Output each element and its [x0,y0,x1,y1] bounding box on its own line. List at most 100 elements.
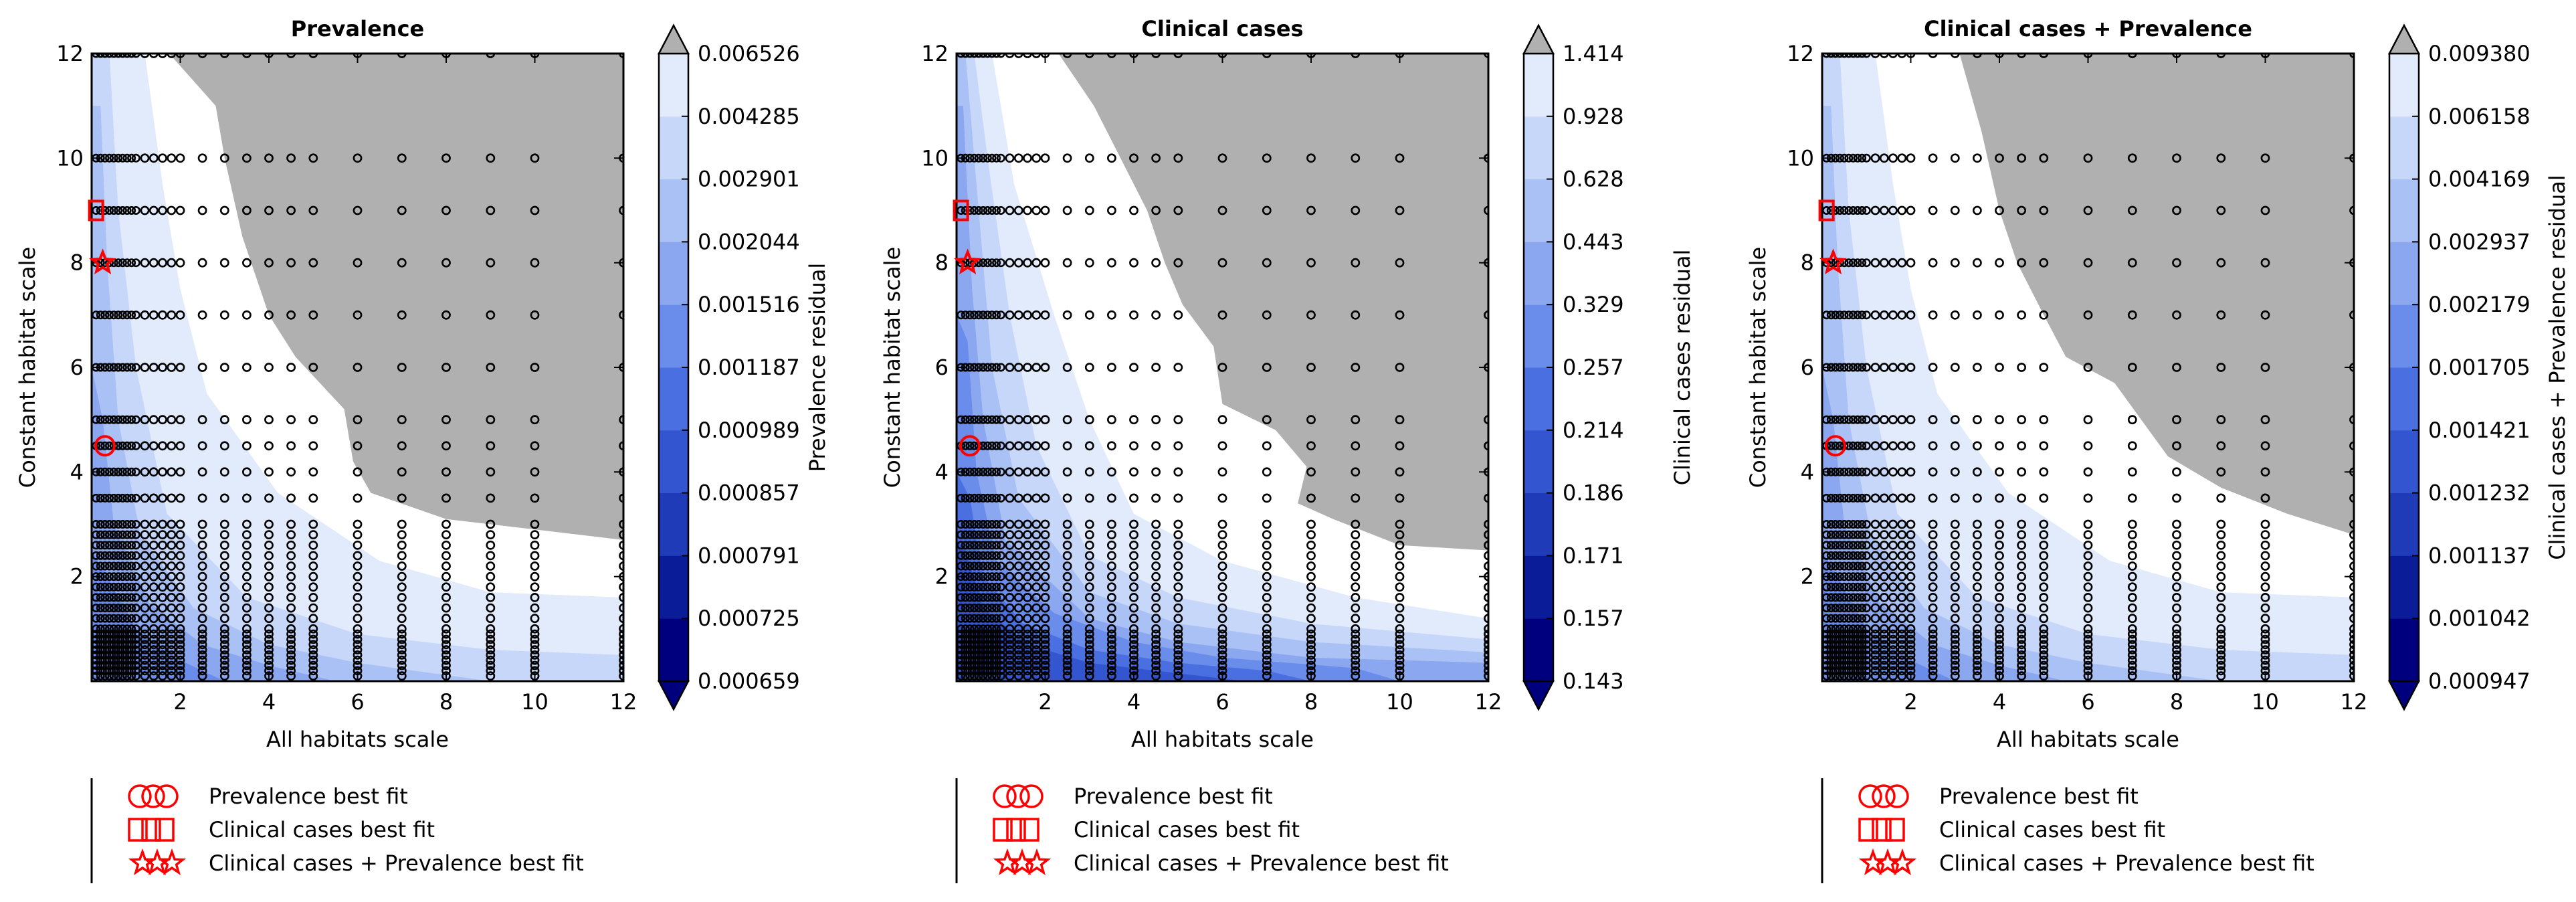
sample-point [992,630,1001,639]
sample-point [353,493,363,503]
sample-point [1031,467,1042,477]
sample-point [961,561,970,571]
sample-point [1173,310,1183,320]
sample-point [1262,660,1272,670]
colorbar-tick-label: 0.000857 [698,480,800,506]
sample-point [1013,441,1023,451]
sample-point [965,572,975,581]
y-tick-label: 2 [70,564,84,590]
sample-point [105,561,114,571]
sample-point [2039,540,2049,550]
sample-point [961,656,970,665]
sample-point [122,415,132,424]
sample-point [219,655,229,665]
sample-point [965,624,975,634]
sample-point [2172,363,2181,372]
sample-point [1040,603,1050,613]
sample-point [353,153,363,163]
sample-point [2260,493,2270,503]
sample-point [970,640,979,649]
sample-point [1084,571,1094,581]
sample-point [219,415,229,425]
sample-point [1928,540,1938,550]
sample-point [148,258,159,268]
legend-circle-marker [993,784,1017,808]
sample-point [979,593,988,602]
sample-point [2083,634,2093,644]
sample-point [1848,530,1858,539]
sample-point [127,153,136,163]
sample-point [1906,655,1916,665]
sample-point [983,493,992,503]
sample-point [140,415,150,425]
sample-point [992,660,1001,670]
colorbar-tick-label: 0.009380 [2428,41,2531,66]
sample-point [1844,634,1854,644]
sample-point [1870,493,1880,503]
sample-point [1306,640,1316,650]
sample-point [619,624,623,634]
sample-point [1972,561,1982,571]
sample-point [2216,629,2226,639]
sample-point [979,650,988,660]
sample-point [970,415,979,424]
sample-point [118,541,127,550]
sample-point [286,571,296,581]
sample-point [1995,650,2004,660]
sample-point [992,415,1001,424]
sample-point [241,582,252,592]
sample-point [2260,205,2270,215]
sample-point [1031,640,1042,650]
sample-point [1151,655,1161,665]
sample-point [987,666,997,675]
sample-point [961,582,970,592]
sample-point [1862,363,1871,372]
sample-point [1217,551,1227,561]
sample-point [970,572,979,581]
sample-point [197,624,207,634]
sample-point [1879,441,1889,451]
sample-point [167,415,177,425]
sample-point [353,629,363,639]
sample-point [1853,645,1862,654]
sample-point [1840,519,1849,529]
sample-point [2216,415,2226,425]
sample-point [96,310,105,320]
sample-point [1888,640,1898,650]
sample-point [486,415,496,425]
sample-point [979,660,988,670]
colorbar-segment [1524,618,1553,682]
sample-point [1826,441,1836,450]
sample-point [530,561,540,571]
sample-point [1831,656,1840,665]
sample-point [100,660,110,670]
sample-point [965,310,975,320]
sample-point [2172,153,2181,163]
sample-point [1836,666,1845,675]
sample-point [1040,258,1050,268]
sample-point [486,153,496,163]
sample-point [1888,671,1898,681]
sample-point [1262,441,1272,451]
sample-point [219,650,229,660]
sample-point [264,645,274,654]
colorbar-segment [659,430,688,494]
sample-point [100,541,110,550]
sample-point [1853,660,1862,670]
sample-point [1031,582,1042,592]
sample-point [397,551,407,561]
sample-point [974,582,983,592]
sample-point [1151,153,1161,163]
sample-point [1013,614,1023,624]
sample-point [996,634,1005,644]
sample-point [105,551,114,560]
sample-point [308,634,318,644]
sample-point [2216,624,2226,634]
sample-point [1262,493,1272,503]
sample-point [286,493,296,503]
sample-point [219,571,229,581]
sample-point [1062,582,1072,592]
sample-point [1972,519,1982,529]
sample-point [1062,629,1072,639]
sample-point [965,363,975,372]
